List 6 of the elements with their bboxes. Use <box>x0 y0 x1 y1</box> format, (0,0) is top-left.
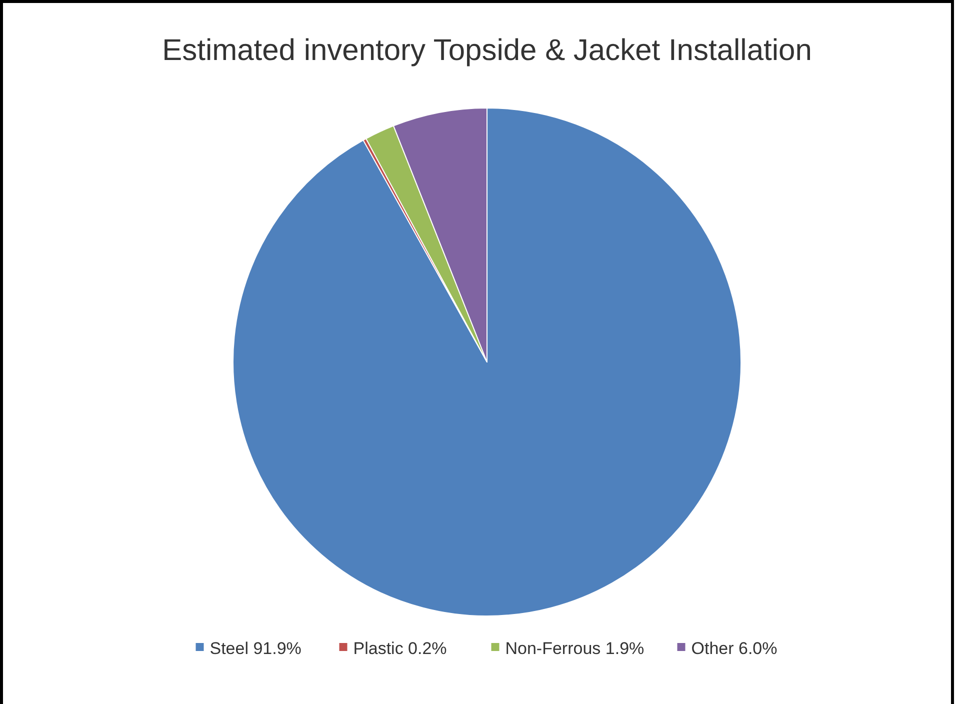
chart-title: Estimated inventory Topside & Jacket Installation <box>162 34 812 67</box>
legend-label: Plastic 0.2% <box>353 639 447 658</box>
legend-label: Non-Ferrous 1.9% <box>505 639 644 658</box>
pie-slice <box>232 108 742 616</box>
legend-label: Other 6.0% <box>691 639 778 658</box>
legend-label: Steel 91.9% <box>210 639 302 658</box>
